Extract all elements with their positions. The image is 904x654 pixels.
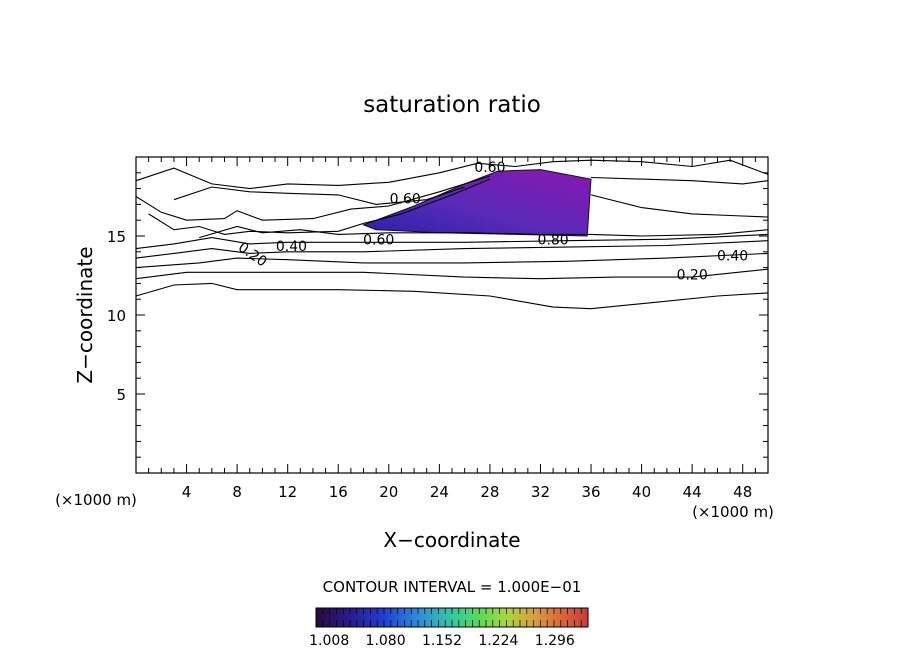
contour-line-4	[135, 233, 769, 250]
y-axis-label: Z−coordinate	[73, 246, 97, 383]
shaded-supersaturation-polygon	[362, 169, 592, 237]
contour-label-0: 0.20	[235, 239, 270, 270]
x-tick-label: 40	[632, 483, 651, 501]
y-tick-label: 15	[107, 228, 126, 246]
contour-label-4: 0.40	[717, 249, 748, 265]
contour-label-5: 0.20	[677, 268, 708, 284]
contour-line-3	[135, 240, 769, 259]
y-tick-label: 5	[116, 386, 126, 404]
contour-line-11	[590, 194, 769, 218]
colorbar-ticks	[322, 608, 582, 627]
colorbar-label: 1.008	[309, 633, 349, 649]
x-unit-left: (×1000 m)	[55, 491, 137, 509]
contour-line-10	[590, 176, 769, 185]
contour-label-7: 0.60	[390, 192, 421, 208]
colorbar-label: 1.296	[535, 633, 575, 649]
x-tick-label: 44	[683, 483, 702, 501]
x-tick-label: 12	[278, 483, 297, 501]
x-tick-label: 36	[581, 483, 600, 501]
y-tick-label: 10	[107, 307, 126, 325]
contour-lines	[135, 159, 769, 310]
contour-label-1: 0.40	[276, 239, 307, 255]
x-tick-label: 28	[480, 483, 499, 501]
contour-labels: 0.20 0.40 0.60 0.80 0.40 0.20 0.60 0.60	[235, 160, 748, 283]
x-tick-label: 16	[329, 483, 348, 501]
x-tick-label: 24	[430, 483, 449, 501]
contour-line-6	[173, 186, 465, 205]
x-unit-right: (×1000 m)	[692, 503, 774, 521]
shaded-region	[362, 169, 592, 237]
x-tick-label: 32	[531, 483, 550, 501]
x-axis-label: X−coordinate	[383, 528, 520, 552]
contour-interval-label: CONTOUR INTERVAL = 1.000E−01	[323, 578, 582, 596]
contour-label-2: 0.60	[363, 233, 394, 249]
colorbar-labels: 1.008 1.080 1.152 1.224 1.296	[309, 633, 575, 649]
contour-label-3: 0.80	[538, 233, 569, 249]
x-tick-label: 4	[182, 483, 192, 501]
chart-title: saturation ratio	[363, 92, 541, 118]
colorbar-label: 1.152	[422, 633, 462, 649]
colorbar-label: 1.224	[478, 633, 518, 649]
contour-line-5	[135, 159, 769, 190]
contour-line-8	[148, 178, 491, 235]
x-tick-label: 48	[733, 483, 752, 501]
contour-line-2	[135, 252, 769, 269]
x-tick-label: 8	[232, 483, 242, 501]
contour-line-7	[135, 175, 491, 221]
colorbar-label: 1.080	[366, 633, 406, 649]
contour-line-9	[199, 225, 769, 239]
contour-label-6: 0.60	[474, 160, 505, 176]
x-tick-label: 20	[379, 483, 398, 501]
contour-line-1	[135, 268, 769, 280]
contour-line-0	[135, 282, 769, 310]
